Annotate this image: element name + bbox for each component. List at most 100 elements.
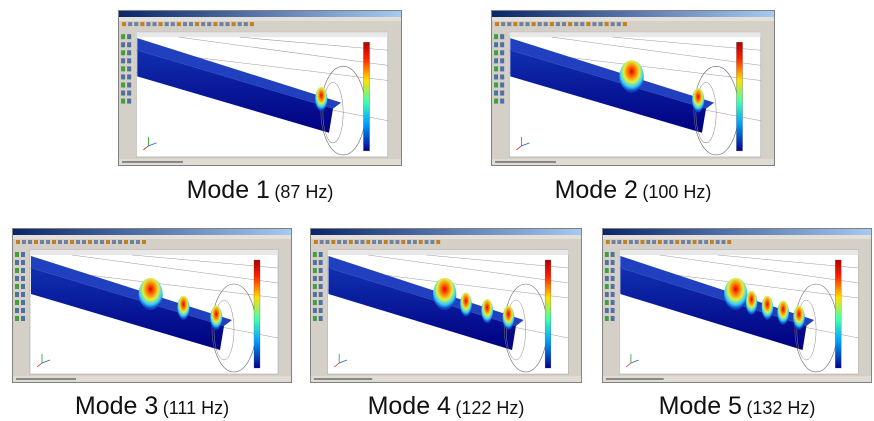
toolbar-icon [550,22,554,26]
toolbar-icon [710,240,714,244]
frequency-label: (111 Hz) [163,398,229,418]
toolbar-icon [586,22,590,26]
mode-bump [746,291,758,315]
toolbar-icon [646,240,650,244]
mode-bump [762,296,774,320]
colorbar [363,42,369,151]
canvas-header [136,32,388,37]
side-icon [127,91,131,96]
toolbar-icon [171,22,175,26]
status-text [606,378,664,380]
side-icon [121,99,125,104]
toolbar-icon [314,240,318,244]
toolbar-icon [390,240,394,244]
side-icon [121,58,125,63]
side-icon [500,66,504,71]
colorbar [736,42,742,151]
toolbar-icon [118,240,122,244]
toolbar-icon [16,240,20,244]
toolbar-icon [395,240,399,244]
toolbar-icon [513,22,517,26]
frequency-label: (132 Hz) [746,398,815,418]
mode-bump [481,299,493,323]
toolbar-icon [606,240,610,244]
side-icon [319,316,323,321]
status-text [314,378,372,380]
side-icon [494,58,498,63]
side-icon [121,82,125,87]
side-icon [121,66,125,71]
toolbar-icon [40,240,44,244]
side-icon [611,316,615,321]
toolbar-icon [238,22,242,26]
toolbar-icon [159,22,163,26]
side-icon [605,308,609,313]
side-icon [319,268,323,273]
side-icon [611,268,615,273]
toolbar-icon [430,240,434,244]
mode-bump [460,293,472,317]
caption: Mode 2 (100 Hz) [491,176,775,205]
toolbar-icon [436,240,440,244]
title-bar [603,229,871,235]
toolbar-icon [698,240,702,244]
side-icon [494,99,498,104]
side-icon [605,260,609,265]
toolbar-icon [623,22,627,26]
mode-bump [210,306,222,330]
toolbar-icon [146,22,150,26]
toolbar-icon [617,240,621,244]
colorbar [254,260,260,368]
toolbar-icon [401,240,405,244]
toolbar-icon [372,240,376,244]
mode-bump [433,278,456,310]
toolbar-icon [22,240,26,244]
side-icon [319,252,323,257]
toolbar-icon [165,22,169,26]
side-icon [611,308,615,313]
side-icon [319,308,323,313]
status-text [122,161,183,163]
side-icon [21,268,25,273]
side-icon [611,284,615,289]
side-icon [15,300,19,305]
toolbar-icon [716,240,720,244]
side-icon [494,82,498,87]
toolbar-icon [670,240,674,244]
toolbar-icon [413,240,417,244]
title-bar [13,229,291,235]
side-icon [611,252,615,257]
toolbar-icon [232,22,236,26]
caption: Mode 4 (122 Hz) [310,392,582,421]
mode-label: Mode 3 [75,392,158,420]
side-icon [500,34,504,39]
side-icon [494,66,498,71]
toolbar-icon [544,22,548,26]
mode-label: Mode 5 [659,392,742,420]
menu-bar [13,235,291,239]
toolbar-icon [189,22,193,26]
toolbar-icon [419,240,423,244]
side-icon [21,276,25,281]
side-icon [500,91,504,96]
side-icon [121,91,125,96]
status-text [16,378,76,380]
side-icon [500,58,504,63]
toolbar-icon [76,240,80,244]
side-icon [21,308,25,313]
side-icon [127,58,131,63]
toolbar-icon [320,240,324,244]
toolbar-icon [568,22,572,26]
toolbar-icon [562,22,566,26]
toolbar-icon [507,22,511,26]
screenshot [12,228,292,383]
side-icon [605,284,609,289]
side-icon [494,74,498,79]
toolbar-icon [82,240,86,244]
screenshot [491,10,775,166]
side-icon [121,34,125,39]
side-icon [15,284,19,289]
menu-bar [311,235,581,239]
mode-label: Mode 4 [368,392,451,420]
toolbar-icon [34,240,38,244]
